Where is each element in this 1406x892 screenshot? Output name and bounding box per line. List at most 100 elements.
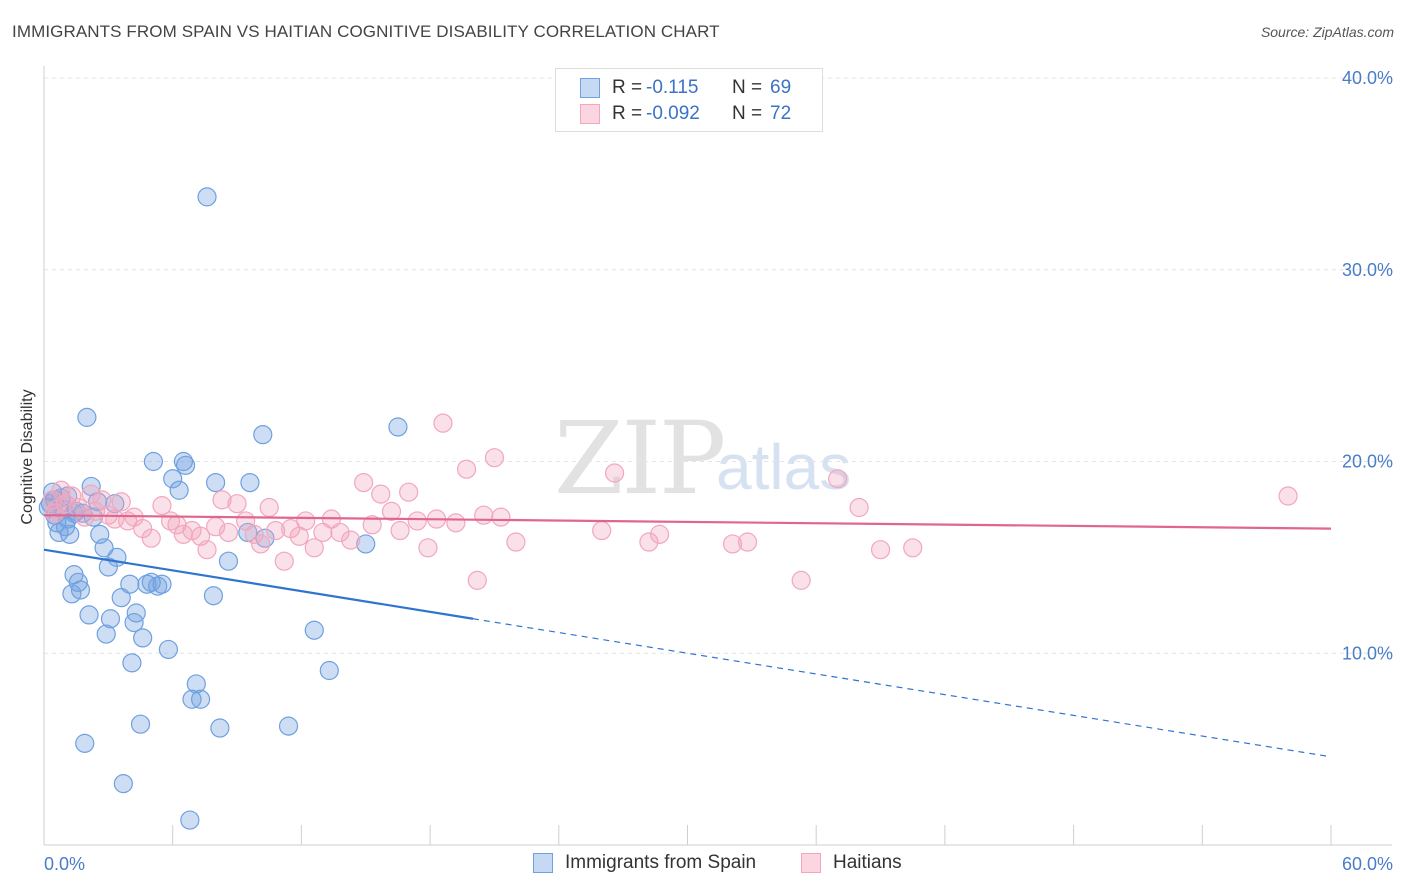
point-spain <box>206 472 226 493</box>
legend-n-value: 69 <box>770 77 792 98</box>
point-haitians <box>62 486 82 506</box>
legend-r-label: R = <box>612 103 643 124</box>
point-haitians <box>111 492 131 512</box>
point-spain <box>96 624 116 644</box>
point-spain <box>203 586 224 606</box>
point-spain <box>304 620 324 640</box>
source-label: Source: ZipAtlas.com <box>1260 24 1394 40</box>
point-spain <box>143 451 163 472</box>
point-haitians <box>474 505 494 525</box>
point-spain <box>133 628 153 648</box>
watermark-zip: ZIP <box>554 400 726 517</box>
point-haitians <box>152 496 172 516</box>
point-spain <box>130 714 151 734</box>
point-haitians <box>722 534 743 554</box>
data-points <box>38 187 1298 830</box>
point-haitians <box>639 532 659 552</box>
series-legend-label: Haitians <box>833 852 902 873</box>
point-haitians <box>45 503 65 523</box>
tick-labels: 10.0% 20.0% 30.0% 40.0% 0.0% 60.0% <box>44 68 1393 874</box>
legend-row-spain: R = -0.115 N = 69 <box>580 76 791 100</box>
trend-line-spain <box>43 548 474 620</box>
point-haitians <box>218 522 239 543</box>
point-spain <box>186 674 206 694</box>
point-haitians <box>791 570 811 590</box>
point-spain <box>75 733 95 753</box>
point-spain <box>120 574 140 594</box>
point-haitians <box>197 540 217 560</box>
point-haitians <box>259 497 279 518</box>
point-haitians <box>491 507 511 527</box>
gridlines <box>44 77 1392 654</box>
point-haitians <box>55 494 76 514</box>
point-haitians <box>212 490 232 510</box>
legend: R = -0.115 N = 69 R = -0.092 N = 72 <box>555 68 823 132</box>
point-haitians <box>1278 486 1298 506</box>
point-spain <box>210 718 230 738</box>
point-spain <box>124 612 144 633</box>
series-swatch-spain <box>533 853 553 873</box>
point-haitians <box>456 459 477 479</box>
point-haitians <box>592 520 612 541</box>
point-haitians <box>870 540 891 560</box>
point-spain <box>190 689 211 709</box>
point-spain <box>152 574 172 594</box>
point-haitians <box>75 507 95 527</box>
point-haitians <box>251 534 271 554</box>
point-spain <box>60 524 80 544</box>
point-spain <box>240 472 260 493</box>
series-swatch-haitians <box>801 853 821 873</box>
chart-title: IMMIGRANTS FROM SPAIN VS HAITIAN COGNITI… <box>12 22 720 41</box>
point-haitians <box>274 551 294 571</box>
watermark-atlas: atlas <box>716 431 852 503</box>
point-haitians <box>506 532 526 552</box>
point-haitians <box>737 532 758 552</box>
series-legend-item-spain: Immigrants from Spain <box>533 852 756 874</box>
legend-n-label: N = <box>732 77 763 98</box>
point-spain <box>169 480 189 500</box>
legend-n-label: N = <box>732 103 763 124</box>
point-spain <box>70 580 91 600</box>
point-spain <box>175 455 196 475</box>
point-haitians <box>362 515 382 535</box>
legend-row-haitians: R = -0.092 N = 72 <box>580 102 791 126</box>
point-spain <box>94 538 114 558</box>
legend-r-label: R = <box>612 77 643 98</box>
point-haitians <box>828 469 848 489</box>
series-legend-item-haitians: Haitians <box>801 852 902 874</box>
point-haitians <box>484 448 505 468</box>
point-haitians <box>418 538 438 558</box>
legend-r-value: -0.092 <box>646 103 700 124</box>
point-haitians <box>296 511 316 531</box>
point-haitians <box>650 524 670 544</box>
y-tick-label: 10.0% <box>1342 643 1393 663</box>
point-haitians <box>313 522 333 543</box>
point-haitians <box>266 520 286 541</box>
series-legend-label: Immigrants from Spain <box>565 852 757 873</box>
legend-r-value: -0.115 <box>646 77 699 98</box>
axes <box>43 66 1392 846</box>
x-tick-label: 60.0% <box>1342 854 1393 874</box>
point-haitians <box>354 472 374 493</box>
point-spain <box>180 810 200 830</box>
trend-line-spain-extension <box>472 618 1332 758</box>
point-haitians <box>407 511 427 531</box>
point-haitians <box>399 482 419 502</box>
point-spain <box>158 639 179 660</box>
point-haitians <box>390 520 410 541</box>
point-spain <box>197 187 217 207</box>
point-spain <box>356 534 376 554</box>
point-spain <box>163 469 183 489</box>
point-haitians <box>244 524 264 544</box>
point-haitians <box>330 522 350 543</box>
point-haitians <box>227 494 247 514</box>
point-spain <box>388 417 408 437</box>
trend-lines <box>43 514 1332 758</box>
point-spain <box>218 551 239 571</box>
point-spain <box>111 588 131 608</box>
point-spain <box>253 425 273 445</box>
point-spain <box>126 603 146 623</box>
y-tick-label: 40.0% <box>1342 68 1393 88</box>
point-haitians <box>433 413 453 433</box>
